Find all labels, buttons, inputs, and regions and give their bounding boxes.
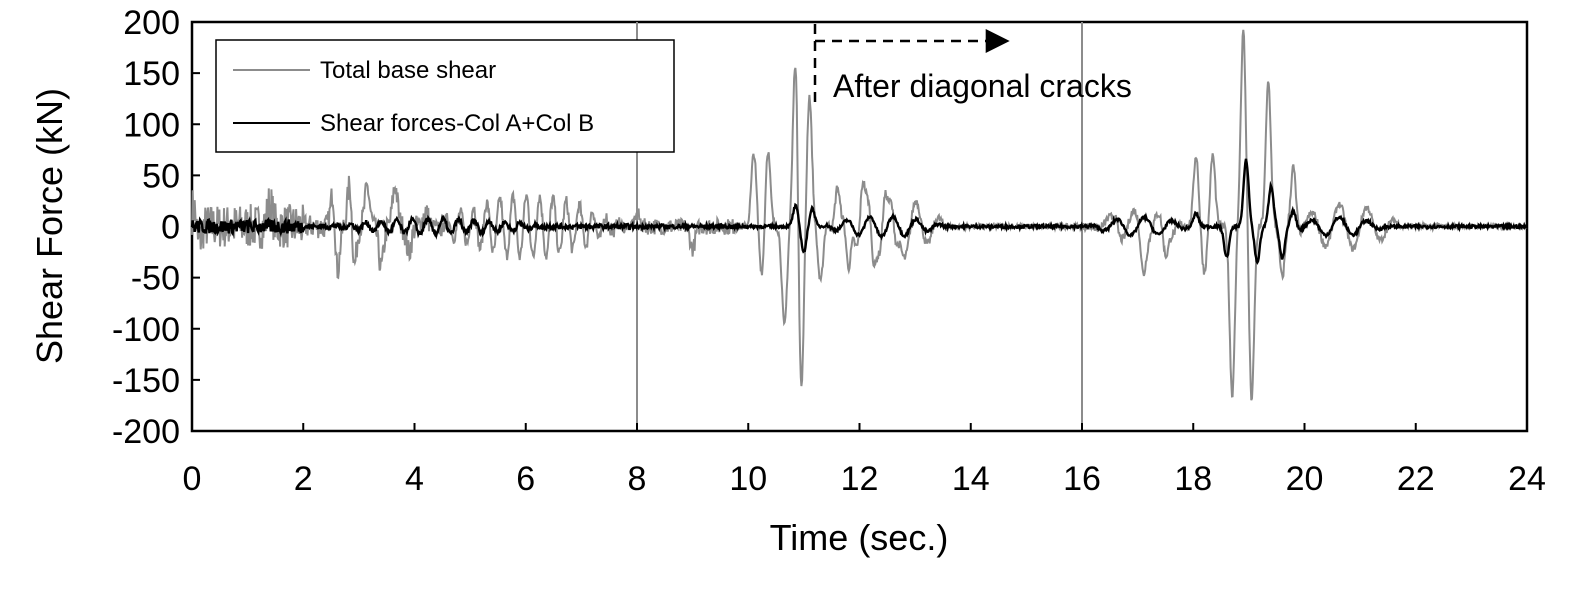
x-tick-label: 4 xyxy=(405,460,424,498)
y-tick-label: -200 xyxy=(112,413,180,451)
y-tick-label: 100 xyxy=(123,106,180,144)
x-tick-label: 12 xyxy=(841,460,879,498)
series-shear-forces-cols xyxy=(190,158,1529,265)
x-tick-label: 16 xyxy=(1063,460,1101,498)
y-tick-label: 50 xyxy=(142,157,180,195)
x-tick-label: 2 xyxy=(294,460,313,498)
y-tick-label: -50 xyxy=(131,260,180,298)
x-tick-label: 14 xyxy=(952,460,990,498)
legend-box xyxy=(215,39,675,153)
legend-label-cols: Shear forces-Col A+Col B xyxy=(320,110,594,137)
series-line-shear-forces-cols xyxy=(190,158,1529,265)
x-axis-title: Time (sec.) xyxy=(770,517,949,558)
y-axis-ticks: 200 150 100 50 0 -50 -100 -150 -200 xyxy=(112,4,200,451)
x-tick-label: 22 xyxy=(1397,460,1435,498)
x-tick-label: 10 xyxy=(729,460,767,498)
annotation-text: After diagonal cracks xyxy=(833,68,1132,104)
x-tick-label: 0 xyxy=(183,460,202,498)
y-tick-label: 200 xyxy=(123,4,180,42)
y-tick-label: -150 xyxy=(112,362,180,400)
x-tick-label: 8 xyxy=(628,460,647,498)
x-tick-label: 20 xyxy=(1286,460,1324,498)
x-tick-label: 18 xyxy=(1174,460,1212,498)
x-tick-label: 24 xyxy=(1508,460,1546,498)
y-tick-label: 0 xyxy=(161,209,180,247)
x-tick-label: 6 xyxy=(516,460,535,498)
y-axis-title: Shear Force (kN) xyxy=(29,88,70,364)
legend: Total base shear Shear forces-Col A+Col … xyxy=(215,39,675,153)
x-axis-ticks: 0 2 4 6 8 10 12 14 16 18 20 22 24 xyxy=(183,423,1546,498)
y-tick-label: -100 xyxy=(112,311,180,349)
annotation-arrow-head xyxy=(985,29,1010,53)
annotation-after-cracks: After diagonal cracks xyxy=(813,24,1132,106)
legend-label-total: Total base shear xyxy=(320,57,496,84)
y-tick-label: 150 xyxy=(123,55,180,93)
